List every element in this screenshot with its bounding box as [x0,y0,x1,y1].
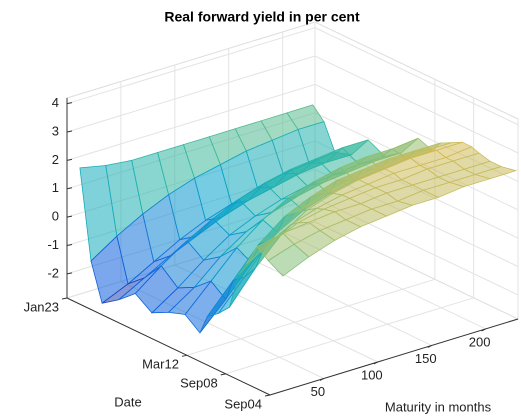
y-tick-label: Sep08 [180,375,218,390]
z-tick-label: 3 [52,123,59,138]
tick-mark [181,354,188,357]
y-axis-label: Date [114,394,141,409]
z-tick-label: 1 [52,180,59,195]
x-tick-label: 150 [415,351,437,366]
surface-patch [267,243,310,277]
x-tick-label: 200 [469,334,491,349]
y-axis [66,297,271,396]
z-tick-label: -1 [47,237,59,252]
tick-mark [66,130,73,133]
tick-mark [66,158,73,161]
tick-mark [66,272,73,275]
chart-title: Real forward yield in per cent [164,9,360,25]
x-tick-label: 50 [311,384,325,399]
y-tick-label: Sep04 [224,396,262,411]
y-tick-label: Jan23 [24,299,59,314]
tick-mark [66,102,73,105]
z-tick-label: -2 [47,265,59,280]
tick-mark [264,394,271,397]
tick-mark [61,297,68,300]
tick-mark [220,373,226,376]
z-tick-label: 4 [52,95,59,110]
z-tick-label: 0 [52,209,59,224]
tick-mark [66,215,73,218]
x-tick-label: 100 [361,367,383,382]
x-axis [269,318,519,396]
x-axis-label: Maturity in months [385,399,492,414]
z-tick-label: 2 [52,152,59,167]
surface [79,104,518,334]
y-tick-label: Mar12 [142,357,179,372]
tick-mark [66,244,73,247]
tick-mark [66,187,73,190]
